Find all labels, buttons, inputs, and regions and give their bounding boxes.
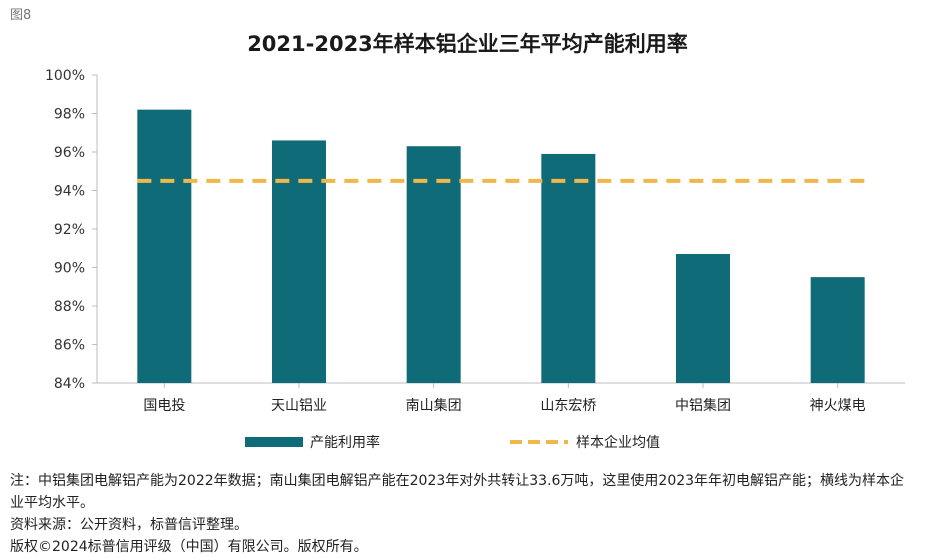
bar-3 (406, 146, 461, 383)
y-tick-label: 100% (45, 68, 85, 84)
bar-4 (541, 153, 596, 383)
legend-bar-swatch (245, 437, 303, 447)
x-tick-label: 中铝集团 (675, 397, 731, 414)
y-tick-label: 92% (54, 222, 85, 238)
y-tick-label: 90% (54, 261, 85, 277)
y-tick-label: 86% (54, 338, 85, 354)
chart-note: 注：中铝集团电解铝产能为2022年数据；南山集团电解铝产能在2023年对外共转让… (10, 473, 905, 511)
legend-line-label: 样本企业均值 (576, 434, 660, 451)
y-tick-label: 88% (54, 299, 85, 315)
bar-2 (272, 140, 326, 383)
source-note: 资料来源：公开资料，标普信评整理。 (10, 517, 248, 533)
bar-6 (810, 277, 865, 383)
bar-5 (676, 254, 730, 383)
x-tick-label: 南山集团 (406, 397, 462, 414)
y-tick-label: 98% (54, 107, 85, 123)
x-tick-label: 国电投 (143, 398, 185, 414)
legend-bar-label: 产能利用率 (310, 434, 380, 451)
x-tick-label: 神火煤电 (810, 398, 866, 414)
x-tick-label: 天山铝业 (271, 398, 327, 414)
x-tick-label: 山东宏桥 (540, 398, 596, 414)
figure-label: 图8 (10, 8, 32, 23)
notes-block: 注：中铝集团电解铝产能为2022年数据；南山集团电解铝产能在2023年对外共转让… (10, 470, 915, 558)
bar-chart: 84% 86% 88% 90% 92% 94% 96% 98% 100% 国电投 天山铝业 南山集团 山… (45, 68, 905, 451)
copyright-note: 版权©2024标普信用评级（中国）有限公司。版权所有。 (10, 539, 368, 555)
bar-1 (137, 109, 192, 384)
y-tick-label: 94% (54, 184, 85, 200)
y-tick-label: 84% (54, 376, 85, 392)
y-tick-label: 96% (54, 145, 85, 161)
chart-title: 2021-2023年样本铝企业三年平均产能利用率 (247, 32, 688, 56)
